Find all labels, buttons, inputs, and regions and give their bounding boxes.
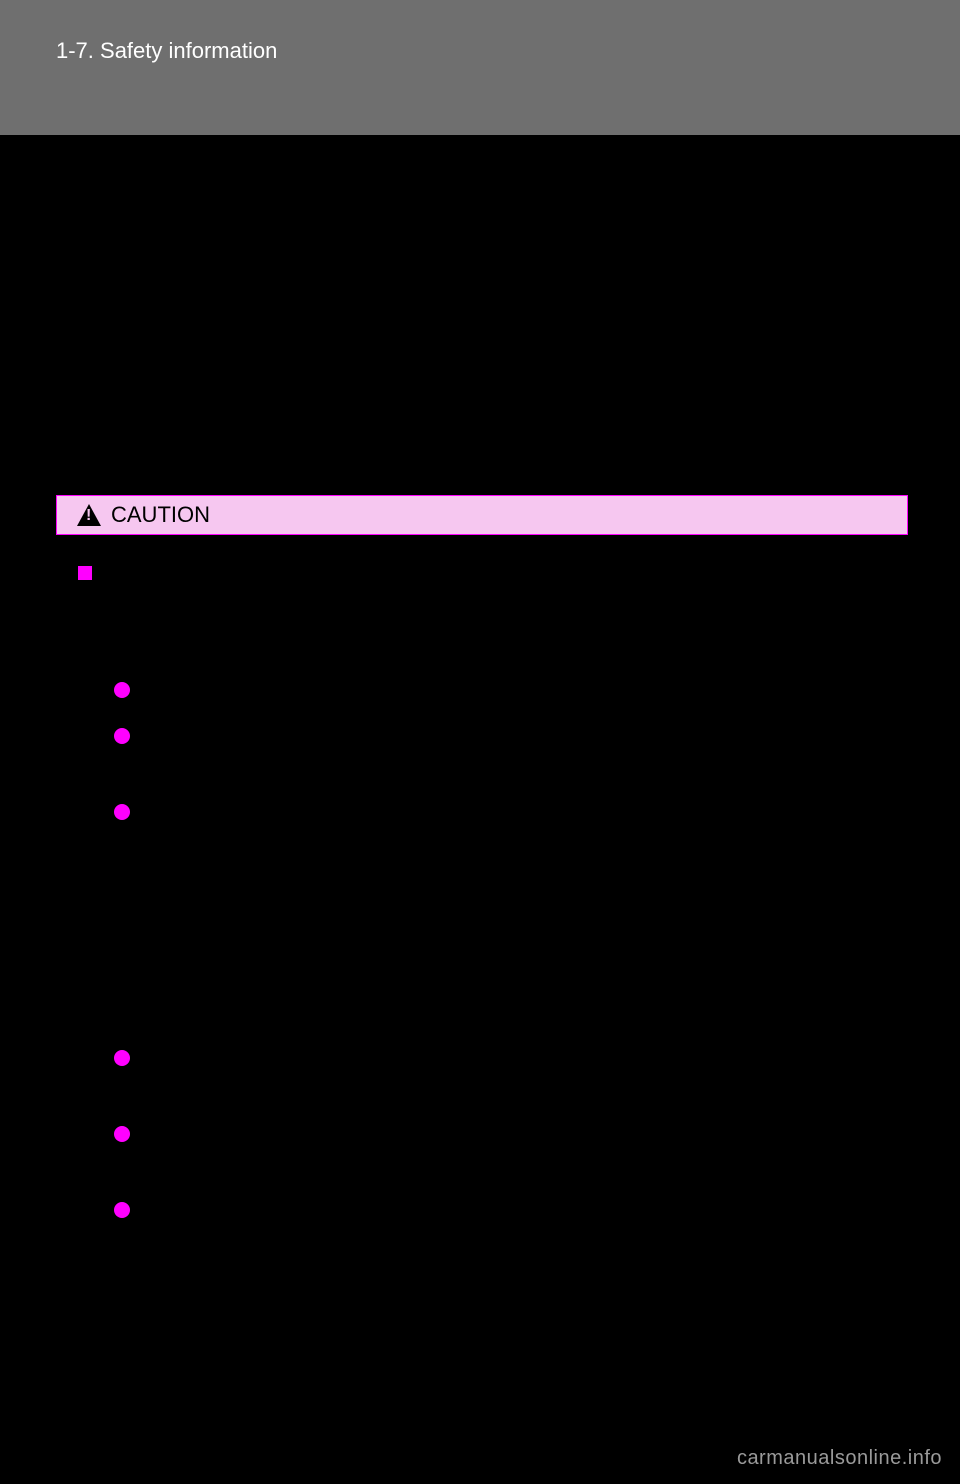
list-item <box>114 1048 908 1096</box>
caution-box: CAUTION <box>56 495 908 535</box>
list-item <box>114 1200 908 1218</box>
square-marker-icon <box>78 566 92 580</box>
section-label: 1-7. Safety information <box>56 38 277 63</box>
bullet-icon <box>114 1050 130 1066</box>
bullet-icon <box>114 682 130 698</box>
bullet-group-2 <box>78 1048 908 1218</box>
page-header: 1-7. Safety information <box>0 0 960 135</box>
warning-icon <box>77 504 101 526</box>
page-content: CAUTION <box>0 135 960 1218</box>
list-item <box>114 1124 908 1172</box>
bullet-icon <box>114 1126 130 1142</box>
caution-section <box>56 563 908 1218</box>
bullet-icon <box>114 1202 130 1218</box>
list-item <box>114 802 908 820</box>
bullet-icon <box>114 728 130 744</box>
list-item <box>114 680 908 698</box>
caution-label: CAUTION <box>111 502 210 528</box>
footer-watermark: carmanualsonline.info <box>737 1447 942 1470</box>
list-item <box>114 726 908 774</box>
section-heading <box>78 563 908 580</box>
bullet-group-1 <box>78 680 908 820</box>
bullet-icon <box>114 804 130 820</box>
